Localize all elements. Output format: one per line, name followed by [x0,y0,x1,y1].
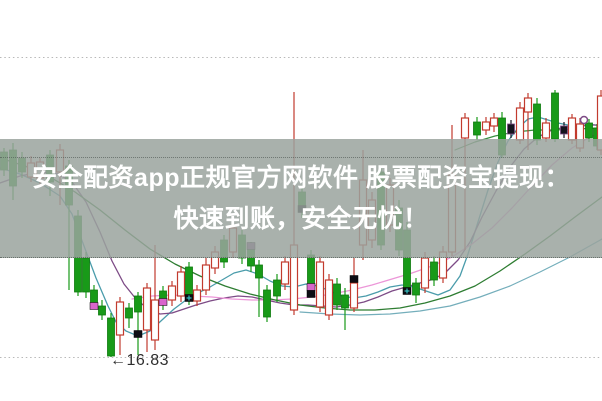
headline-line-2: 快速到账，安全无忧！ [173,204,429,233]
candle-body-up [567,117,577,141]
candle-body-up [176,271,186,297]
candle-body-down [473,121,481,136]
candle-body-down [333,283,341,306]
signal-marker [306,283,316,291]
signal-marker [349,275,359,283]
low-price-annotation: ←16.83 [110,352,170,369]
candle-body-down [341,294,349,309]
headline-line-1: 安全配资app正规官方网软件 股票配资宝提现： [32,163,570,192]
signal-marker [89,302,99,310]
candle-body-dark [560,125,568,135]
candle-body-up [280,261,290,285]
candle-body-up [523,97,533,113]
candle-body-down [82,257,90,293]
candle-body-down [125,307,133,319]
headline-text: 安全配资app正规官方网软件 股票配资宝提现： 快速到账，安全无忧！ [0,139,602,258]
candle-body-down [412,282,420,296]
candle-body-down [107,317,115,357]
ma-lightteal [299,238,602,316]
candle-body-up [315,261,325,308]
candle-body-up [192,289,202,302]
signal-marker [306,290,316,298]
candle-body-up [489,117,499,127]
candle-body-down [263,289,271,318]
candle-body-up [324,279,334,316]
candle-body-down [551,92,559,140]
candle-body-down [430,261,438,281]
candle-body-up [115,301,125,336]
candle-body-up [150,299,160,341]
signal-marker-ring [579,115,589,125]
candle-body-up [541,122,551,139]
headline-overlay-banner [0,139,602,258]
signal-marker [158,298,168,306]
candle-body-down [90,289,98,304]
candle-body-down [273,279,281,297]
candle-body-up [142,287,152,331]
candle-body-up [201,264,211,291]
candle-body-down [585,122,593,139]
candle-body-down [185,266,193,300]
candle-body-up [167,285,177,301]
candle-body-up [515,107,525,141]
candle-body-dark [507,123,515,135]
candle-body-up [349,282,359,309]
banner-gridline [0,157,602,158]
candle-body-up [420,257,430,289]
candle-body-up [460,117,470,139]
candle-body-down [98,305,106,316]
candle-body-up [481,121,491,131]
signal-marker [133,330,143,338]
candle-body-down [255,264,263,279]
candle-body-down [134,295,142,313]
candle-body-down [533,103,541,141]
